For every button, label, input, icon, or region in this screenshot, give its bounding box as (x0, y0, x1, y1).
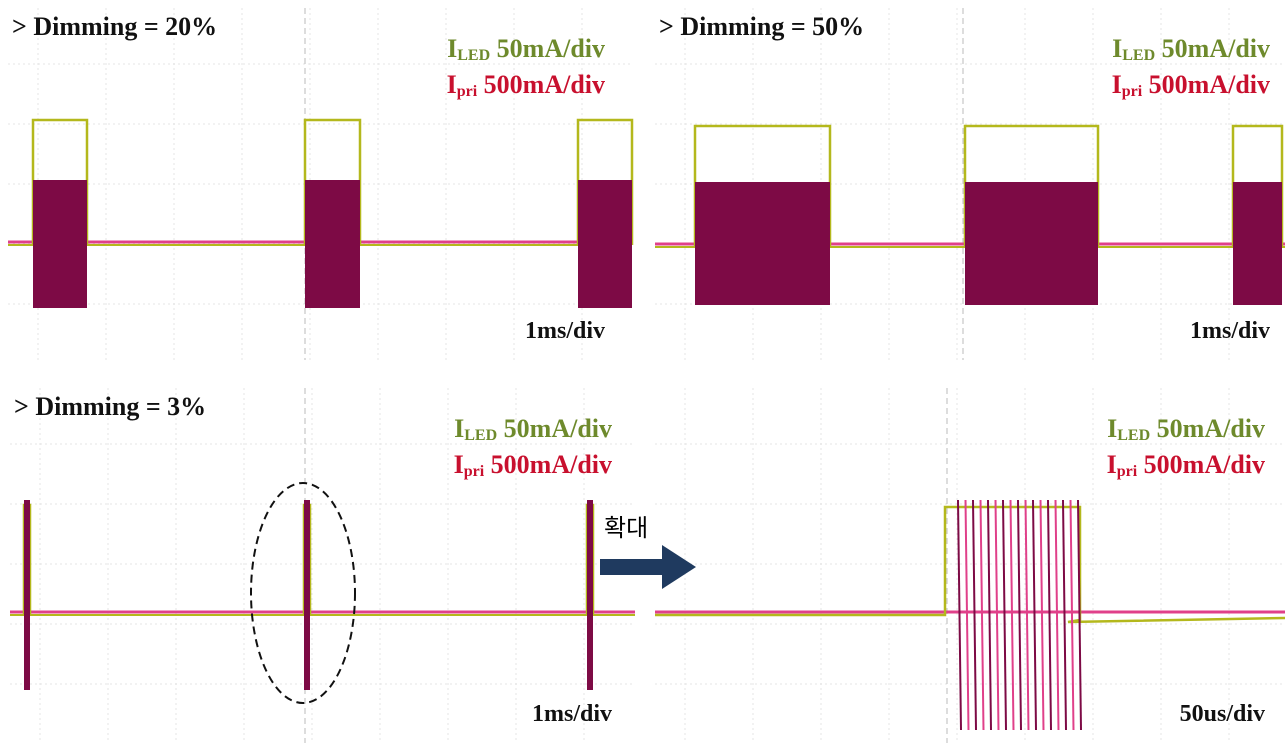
text: 50mA/div (497, 34, 605, 63)
ipri-burst (304, 500, 310, 690)
arrow-label: 확대 (604, 508, 648, 543)
legend-iled: ILED 50mA/div (1112, 34, 1270, 65)
text: I (447, 70, 457, 99)
ipri-burst (33, 180, 87, 308)
ipri-oscillation (1041, 500, 1044, 730)
text: 50mA/div (1157, 414, 1265, 443)
ipri-burst (587, 500, 593, 690)
panel-title: > Dimming = 50% (659, 12, 864, 42)
zoom-arrow (600, 545, 696, 589)
ipri-oscillation (996, 500, 999, 730)
text: pri (464, 463, 484, 480)
text: 500mA/div (484, 70, 605, 99)
ipri-oscillation (988, 500, 991, 730)
text: LED (457, 47, 490, 64)
ipri-burst (1233, 182, 1282, 305)
text: I (1112, 70, 1122, 99)
timebase: 1ms/div (532, 701, 612, 728)
text: I (454, 414, 464, 443)
ipri-burst (578, 180, 632, 308)
ipri-oscillation (1063, 500, 1066, 730)
timebase: 1ms/div (525, 318, 605, 345)
legend-iled: ILED 50mA/div (454, 414, 612, 445)
text: 50mA/div (504, 414, 612, 443)
text: 500mA/div (1149, 70, 1270, 99)
text: pri (1117, 463, 1137, 480)
text: LED (1122, 47, 1155, 64)
text: 50mA/div (1162, 34, 1270, 63)
ipri-oscillation (1071, 500, 1074, 730)
ipri-oscillation (958, 500, 961, 730)
ipri-burst (305, 180, 360, 308)
ipri-oscillation (981, 500, 984, 730)
legend-iled: ILED 50mA/div (447, 34, 605, 65)
ipri-oscillation (1033, 500, 1036, 730)
text: I (454, 450, 464, 479)
legend-ipri: Ipri 500mA/div (454, 450, 612, 481)
legend-ipri: Ipri 500mA/div (1107, 450, 1265, 481)
text: pri (457, 83, 477, 100)
text: pri (1122, 83, 1142, 100)
ipri-oscillation (1003, 500, 1006, 730)
timebase: 1ms/div (1190, 318, 1270, 345)
text: LED (464, 427, 497, 444)
text: 500mA/div (1144, 450, 1265, 479)
ipri-oscillation (1026, 500, 1029, 730)
legend-ipri: Ipri 500mA/div (1112, 70, 1270, 101)
text: I (1107, 414, 1117, 443)
legend-iled: ILED 50mA/div (1107, 414, 1265, 445)
text: 500mA/div (491, 450, 612, 479)
scope-figure (0, 0, 1287, 745)
ipri-oscillation (973, 500, 976, 730)
text: LED (1117, 427, 1150, 444)
text: I (447, 34, 457, 63)
ipri-burst (24, 500, 30, 690)
panel-title: > Dimming = 20% (12, 12, 217, 42)
ipri-oscillation (1056, 500, 1059, 730)
timebase: 50us/div (1180, 701, 1265, 728)
ipri-oscillation (1011, 500, 1014, 730)
legend-ipri: Ipri 500mA/div (447, 70, 605, 101)
ipri-oscillation (1048, 500, 1051, 730)
ipri-burst (965, 182, 1098, 305)
page: 확대 (() => { const data = JSON.parse(docu… (0, 0, 1287, 745)
panel-title: > Dimming = 3% (14, 392, 206, 422)
text: I (1107, 450, 1117, 479)
ipri-oscillation (1018, 500, 1021, 730)
text: I (1112, 34, 1122, 63)
ipri-burst (695, 182, 830, 305)
ipri-oscillation (966, 500, 969, 730)
